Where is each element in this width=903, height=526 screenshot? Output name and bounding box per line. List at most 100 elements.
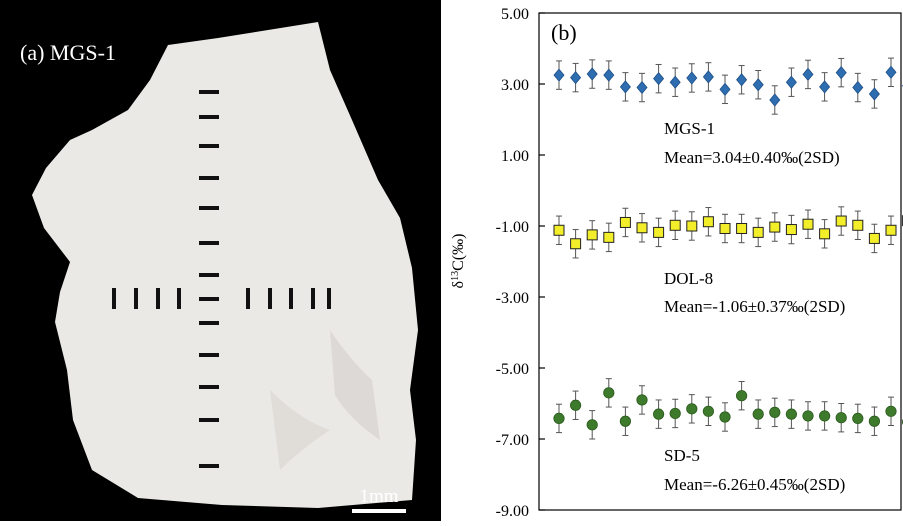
y-tick-label: 5.00 [501, 6, 529, 23]
laser-spot [268, 288, 272, 309]
laser-spot [156, 288, 160, 309]
data-point [570, 400, 580, 410]
y-axis-title-delta: δ [450, 281, 467, 289]
y-tick-label: -1.00 [496, 219, 529, 236]
data-point [703, 71, 713, 83]
laser-spot [199, 176, 219, 180]
data-point [753, 79, 763, 91]
data-point [836, 413, 846, 423]
series-sd-5 [554, 379, 903, 439]
data-point [737, 223, 747, 233]
laser-spot [199, 115, 219, 119]
data-point [786, 409, 796, 419]
data-point [587, 68, 597, 80]
data-point [820, 229, 830, 239]
y-tick-label: -3.00 [496, 290, 529, 307]
data-point [770, 94, 780, 106]
data-point [654, 73, 664, 85]
laser-spot [199, 273, 219, 277]
series-name-label: SD-5 [664, 446, 700, 465]
series-name-label: MGS-1 [664, 119, 715, 138]
panel-a-label: (a) MGS-1 [20, 40, 116, 65]
laser-spot [246, 288, 250, 309]
data-point [654, 227, 664, 237]
data-point [803, 219, 813, 229]
data-point [703, 217, 713, 227]
data-point [753, 409, 763, 419]
data-point [554, 225, 564, 235]
sample-photo: (a) MGS-1 1mm [0, 0, 441, 521]
laser-spot [199, 418, 219, 422]
data-point [620, 81, 630, 93]
chart-axes [539, 13, 901, 510]
laser-spot [289, 288, 293, 309]
data-point [853, 82, 863, 94]
data-point [637, 223, 647, 233]
data-point [604, 388, 614, 398]
y-axis-ticks: -9.00-7.00-5.00-3.00-1.001.003.005.00 [496, 6, 545, 520]
y-tick-label: 1.00 [501, 148, 529, 165]
laser-spot [134, 288, 138, 309]
data-point [853, 413, 863, 423]
series-mean-label: Mean=-1.06±0.37‰(2SD) [664, 297, 845, 316]
series-dol-8 [554, 206, 903, 257]
y-tick-label: -7.00 [496, 432, 529, 449]
data-point [770, 222, 780, 232]
data-point [703, 406, 713, 416]
data-point [786, 225, 796, 235]
data-point [637, 395, 647, 405]
data-point [687, 72, 697, 84]
data-point [786, 76, 796, 88]
laser-spot [199, 353, 219, 357]
data-point [836, 216, 846, 226]
data-point [886, 406, 896, 416]
data-point [554, 69, 564, 81]
data-point [869, 233, 879, 243]
laser-spot [199, 206, 219, 210]
data-point [687, 404, 697, 414]
data-point [620, 217, 630, 227]
series-annotations: MGS-1Mean=3.04±0.40‰(2SD)DOL-8Mean=-1.06… [664, 119, 845, 494]
data-point [770, 407, 780, 417]
laser-spot [199, 385, 219, 389]
data-point [571, 72, 581, 84]
data-point [886, 66, 896, 78]
series-mean-label: Mean=3.04±0.40‰(2SD) [664, 148, 840, 167]
data-point [604, 69, 614, 81]
data-point [886, 225, 896, 235]
data-point [720, 223, 730, 233]
y-tick-label: -5.00 [496, 361, 529, 378]
panel-b-label: (b) [551, 20, 577, 45]
data-point [670, 408, 680, 418]
y-axis-title: δ13C(‰) [450, 234, 468, 289]
data-point [587, 230, 597, 240]
laser-spot [311, 288, 315, 309]
laser-spot [327, 288, 331, 309]
data-point [687, 221, 697, 231]
data-point [820, 81, 830, 93]
carbon-isotope-chart: -9.00-7.00-5.00-3.00-1.001.003.005.00 MG… [441, 0, 903, 521]
data-point [670, 220, 680, 230]
y-axis-title-unit: C(‰) [450, 234, 467, 271]
data-point [803, 411, 813, 421]
data-point [869, 416, 879, 426]
laser-spot [177, 288, 181, 309]
laser-spot [199, 464, 219, 468]
data-series-layer [554, 58, 903, 439]
data-point [571, 239, 581, 249]
y-tick-label: -9.00 [496, 503, 529, 520]
data-point [853, 220, 863, 230]
series-mgs-1 [554, 58, 903, 114]
data-point [587, 420, 597, 430]
data-point [803, 68, 813, 80]
series-mean-label: Mean=-6.26±0.45‰(2SD) [664, 475, 845, 494]
data-point [670, 76, 680, 88]
data-point [620, 416, 630, 426]
scale-bar-label: 1mm [359, 486, 398, 507]
data-point [720, 412, 730, 422]
plot-area-frame [539, 13, 901, 510]
data-point [736, 390, 746, 400]
laser-spot [199, 297, 219, 301]
laser-spot [199, 241, 219, 245]
